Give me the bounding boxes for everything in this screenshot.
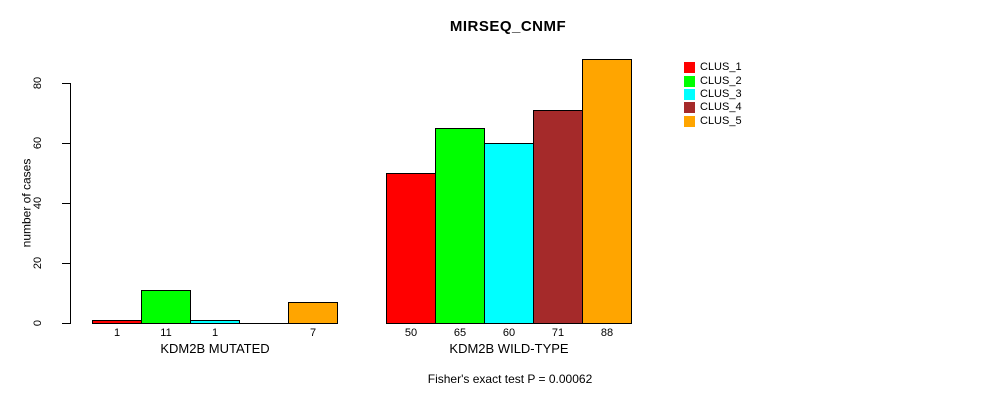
group-label: KDM2B WILD-TYPE xyxy=(449,341,569,356)
bar-value-label: 60 xyxy=(502,327,516,339)
legend-swatch xyxy=(684,115,695,127)
bar-clus_1 xyxy=(386,173,436,324)
legend-label: CLUS_3 xyxy=(700,87,742,100)
y-tick xyxy=(62,143,70,144)
bar-clus_2 xyxy=(141,290,191,324)
bar-value-label: 88 xyxy=(600,327,614,339)
bar-value-label: 71 xyxy=(551,327,565,339)
y-tick xyxy=(62,83,70,84)
bar-value-label: 65 xyxy=(453,327,467,339)
y-tick-label-text: 60 xyxy=(32,136,44,150)
y-tick-label-text: 0 xyxy=(32,319,44,327)
chart-title: MIRSEQ_CNMF xyxy=(449,18,567,35)
bar-clus_1 xyxy=(92,320,142,324)
bar-value-label: 50 xyxy=(404,327,418,339)
y-tick xyxy=(62,323,70,324)
legend-label: CLUS_1 xyxy=(700,61,742,74)
y-tick-label-text: 40 xyxy=(32,196,44,210)
y-tick-label-text: 20 xyxy=(32,256,44,270)
legend-entry: CLUS_1 xyxy=(684,61,742,74)
bar-value-label: 1 xyxy=(211,327,219,339)
bar-clus_4 xyxy=(533,110,583,324)
y-tick xyxy=(62,263,70,264)
bar-clus_5 xyxy=(288,302,338,324)
legend-entry: CLUS_5 xyxy=(684,115,742,128)
legend: CLUS_1 CLUS_2 CLUS_3 CLUS_4 CLUS_5 xyxy=(684,61,742,128)
bar-clus_5 xyxy=(582,59,632,324)
group-label: KDM2B MUTATED xyxy=(160,341,270,356)
legend-entry: CLUS_4 xyxy=(684,101,742,114)
legend-swatch xyxy=(684,88,695,100)
bar-clus_2 xyxy=(435,128,485,324)
legend-swatch xyxy=(684,102,695,114)
y-tick-label-text: 80 xyxy=(32,76,44,90)
legend-label: CLUS_2 xyxy=(700,74,742,87)
y-axis-line xyxy=(70,83,71,324)
bar-clus_3 xyxy=(484,143,534,324)
bar-clus_3 xyxy=(190,320,240,324)
footnote: Fisher's exact test P = 0.00062 xyxy=(427,372,593,386)
y-tick xyxy=(62,203,70,204)
bar-value-label: 7 xyxy=(309,327,317,339)
legend-swatch xyxy=(684,75,695,87)
legend-label: CLUS_5 xyxy=(700,114,742,127)
legend-label: CLUS_4 xyxy=(700,101,742,114)
legend-swatch xyxy=(684,62,695,74)
legend-entry: CLUS_2 xyxy=(684,74,742,87)
bar-value-label: 11 xyxy=(160,327,172,339)
legend-entry: CLUS_3 xyxy=(684,88,742,101)
bar-value-label: 1 xyxy=(113,327,121,339)
y-tick-label: 80 xyxy=(31,43,45,123)
